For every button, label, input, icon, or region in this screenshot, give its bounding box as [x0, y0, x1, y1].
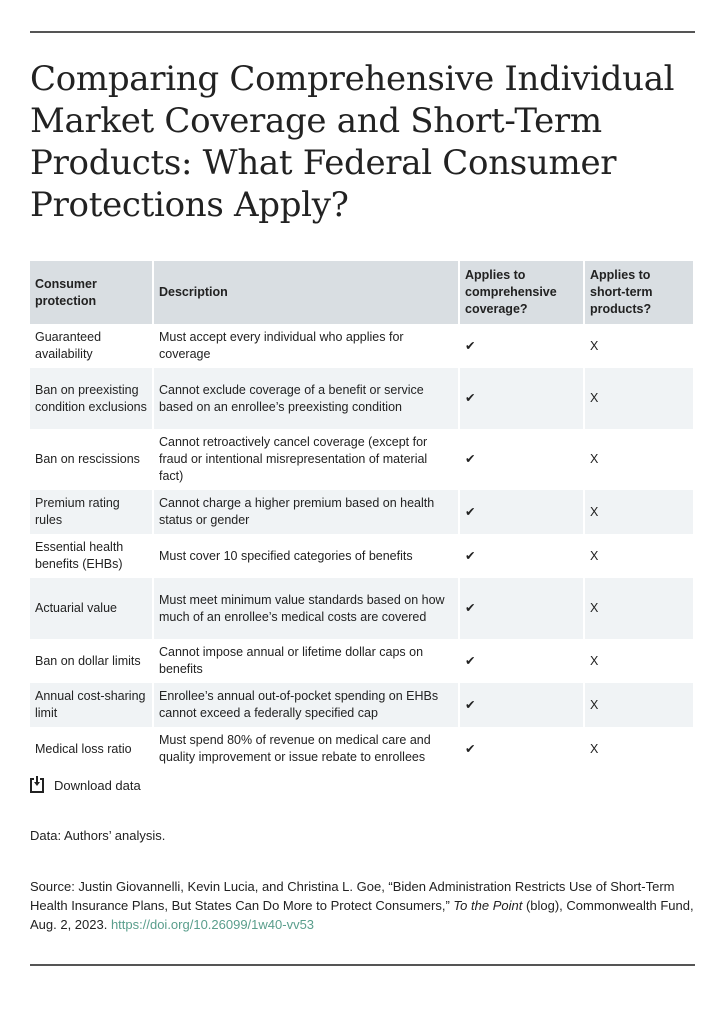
cell-short-term-x: X	[584, 490, 693, 534]
source-doi-link[interactable]: https://doi.org/10.26099/1w40-vv53	[110, 917, 315, 932]
cell-short-term-x: X	[584, 429, 693, 490]
header-description: Description	[153, 261, 460, 324]
cell-protection: Essential health benefits (EHBs)	[30, 534, 154, 578]
download-icon	[30, 776, 44, 793]
cell-protection: Ban on dollar limits	[30, 639, 154, 683]
cell-comprehensive-check: ✔	[459, 578, 585, 639]
cell-protection: Premium rating rules	[30, 490, 154, 534]
cell-description: Cannot retroactively cancel coverage (ex…	[153, 429, 460, 490]
cell-short-term-x: X	[584, 639, 693, 683]
cell-comprehensive-check: ✔	[459, 324, 585, 368]
cell-short-term-x: X	[584, 534, 693, 578]
cell-comprehensive-check: ✔	[459, 534, 585, 578]
cell-comprehensive-check: ✔	[459, 639, 585, 683]
cell-short-term-x: X	[584, 578, 693, 639]
cell-protection: Medical loss ratio	[30, 727, 154, 771]
data-note: Data: Authors’ analysis.	[30, 828, 166, 843]
cell-protection: Actuarial value	[30, 578, 154, 639]
cell-short-term-x: X	[584, 727, 693, 771]
source-suffix: (blog), Commonwealth Fund, Aug. 2, 2023.	[30, 898, 694, 932]
page-title: Comparing Comprehensive Individual Marke…	[30, 59, 675, 225]
table-header-row: Consumer protection Description Applies …	[30, 261, 693, 324]
table-row: Medical loss ratio Must spend 80% of rev…	[30, 727, 693, 771]
top-rule	[30, 31, 695, 33]
table-row: Premium rating rules Cannot charge a hig…	[30, 490, 693, 534]
source-note: Source: Justin Giovannelli, Kevin Lucia,…	[30, 877, 695, 934]
download-data-button[interactable]: Download data	[30, 776, 141, 793]
table-row: Ban on rescissions Cannot retroactively …	[30, 429, 693, 490]
protections-table: Consumer protection Description Applies …	[30, 261, 693, 771]
cell-description: Must spend 80% of revenue on medical car…	[153, 727, 460, 771]
table-row: Ban on dollar limits Cannot impose annua…	[30, 639, 693, 683]
cell-description: Must meet minimum value standards based …	[153, 578, 460, 639]
cell-description: Enrollee’s annual out-of-pocket spending…	[153, 683, 460, 727]
cell-description: Cannot exclude coverage of a benefit or …	[153, 368, 460, 429]
cell-protection: Ban on preexisting condition exclusions	[30, 368, 154, 429]
cell-comprehensive-check: ✔	[459, 490, 585, 534]
table-row: Ban on preexisting condition exclusions …	[30, 368, 693, 429]
cell-comprehensive-check: ✔	[459, 683, 585, 727]
table-row: Actuarial value Must meet minimum value …	[30, 578, 693, 639]
cell-description: Must accept every individual who applies…	[153, 324, 460, 368]
source-publication: To the Point	[453, 898, 523, 913]
cell-description: Cannot impose annual or lifetime dollar …	[153, 639, 460, 683]
cell-description: Cannot charge a higher premium based on …	[153, 490, 460, 534]
bottom-rule	[30, 964, 695, 966]
cell-comprehensive-check: ✔	[459, 727, 585, 771]
header-applies-short-term: Applies to short-term products?	[584, 261, 693, 324]
source-prefix: Source: Justin Giovannelli, Kevin Lucia,…	[30, 879, 675, 913]
download-data-label: Download data	[54, 778, 141, 793]
header-consumer-protection: Consumer protection	[30, 261, 154, 324]
cell-short-term-x: X	[584, 683, 693, 727]
cell-description: Must cover 10 specified categories of be…	[153, 534, 460, 578]
cell-protection: Guaranteed availability	[30, 324, 154, 368]
cell-comprehensive-check: ✔	[459, 368, 585, 429]
table-row: Guaranteed availability Must accept ever…	[30, 324, 693, 368]
cell-short-term-x: X	[584, 324, 693, 368]
table-row: Essential health benefits (EHBs) Must co…	[30, 534, 693, 578]
cell-protection: Ban on rescissions	[30, 429, 154, 490]
cell-protection: Annual cost-sharing limit	[30, 683, 154, 727]
header-applies-comprehensive: Applies to comprehensive coverage?	[459, 261, 585, 324]
table-row: Annual cost-sharing limit Enrollee’s ann…	[30, 683, 693, 727]
cell-short-term-x: X	[584, 368, 693, 429]
cell-comprehensive-check: ✔	[459, 429, 585, 490]
